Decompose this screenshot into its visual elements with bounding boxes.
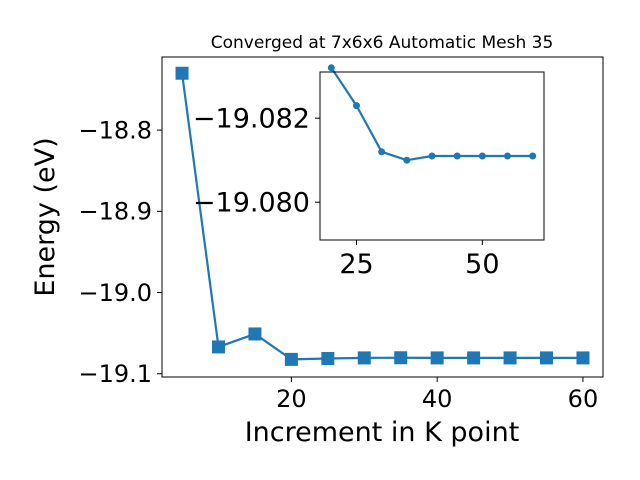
main-x-tick-label: 20 <box>276 385 307 413</box>
main-data-point <box>284 352 298 366</box>
main-y-tick-label: −19.0 <box>78 279 152 307</box>
main-data-point <box>211 340 225 354</box>
inset-data-point <box>378 148 386 156</box>
main-y-tick-label: −18.9 <box>78 198 152 226</box>
inset-x-tick-label: 25 <box>339 249 373 280</box>
main-data-point <box>576 351 590 365</box>
main-data-point <box>321 351 335 365</box>
inset-x-tick-label: 50 <box>465 249 499 280</box>
main-y-tick-label: −19.1 <box>78 360 152 388</box>
inset-y-tick-label: −19.082 <box>193 104 310 135</box>
main-axes-frame <box>161 56 604 378</box>
inset-data-point <box>529 152 537 160</box>
inset-data-point <box>453 152 461 160</box>
main-data-point <box>175 66 189 80</box>
inset-plot-axes: 25 50 −19.082 −19.080 <box>193 71 545 280</box>
y-axis-label: Energy (eV) <box>30 137 61 296</box>
main-data-point <box>248 327 262 341</box>
main-data-point <box>503 351 517 365</box>
main-plot-axes: 20 40 60 −18.8 −18.9 −19.0 −19.1 <box>78 56 604 413</box>
main-plot: Converged at 7x6x6 Automatic Mesh 35 Inc… <box>30 33 604 448</box>
main-data-point <box>540 351 554 365</box>
inset-data-point <box>504 152 512 160</box>
inset-y-tick-label: −19.080 <box>193 188 310 219</box>
chart-title: Converged at 7x6x6 Automatic Mesh 35 <box>211 33 554 53</box>
inset-data-point <box>403 156 411 164</box>
main-y-tick-label: −18.8 <box>78 116 152 144</box>
inset-data-point <box>327 64 335 72</box>
x-axis-label: Increment in K point <box>245 417 520 448</box>
main-data-point <box>430 351 444 365</box>
main-x-tick-label: 40 <box>422 385 453 413</box>
inset-plot: 25 50 −19.082 −19.080 <box>193 64 545 280</box>
main-data-point <box>394 351 408 365</box>
inset-data-point <box>478 152 486 160</box>
inset-data-point <box>428 152 436 160</box>
inset-data-point <box>352 102 360 110</box>
inset-plot-marks <box>327 64 537 164</box>
inset-axes-frame <box>319 71 545 241</box>
main-x-tick-label: 60 <box>568 385 599 413</box>
main-data-point <box>467 351 481 365</box>
main-data-point <box>357 351 371 365</box>
main-plot-marks <box>175 66 590 366</box>
